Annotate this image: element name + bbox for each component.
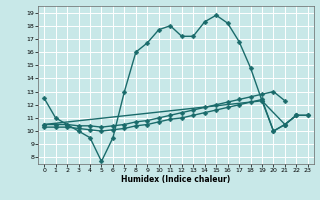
X-axis label: Humidex (Indice chaleur): Humidex (Indice chaleur) [121,175,231,184]
